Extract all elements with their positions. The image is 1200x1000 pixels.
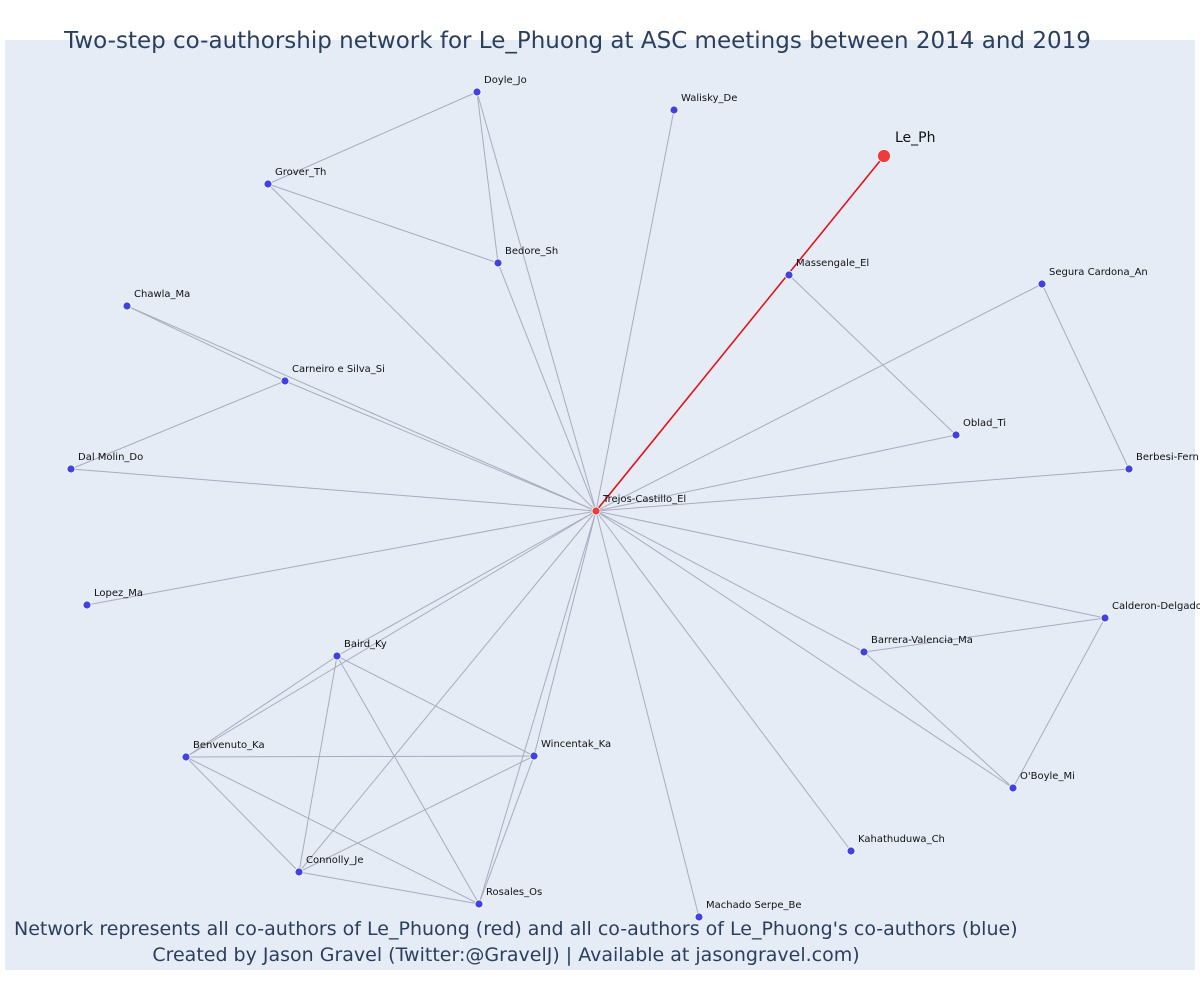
node-wincentak-ka[interactable] <box>529 751 539 761</box>
node-label-benvenuto-ka: Benvenuto_Ka <box>193 740 265 751</box>
node-benvenuto-ka[interactable] <box>181 752 191 762</box>
edge-trejos-castillo-el-chawla-ma <box>126 305 597 512</box>
edge-doyle-jo-grover-th <box>267 91 478 185</box>
edge-trejos-castillo-el-rosales-os <box>478 510 597 905</box>
edge-calderon-delgado-o-boyle-mi <box>1012 617 1106 789</box>
edge-trejos-castillo-el-segura-cardona-an <box>595 283 1043 512</box>
footer-description: Network represents all co-authors of Le_… <box>14 918 1018 940</box>
edge-benvenuto-ka-connolly-je <box>185 756 300 873</box>
node-baird-ky[interactable] <box>332 651 342 661</box>
node-rosales-os[interactable] <box>474 899 484 909</box>
node-label-kahathuduwa-ch: Kahathuduwa_Ch <box>858 834 945 845</box>
edge-trejos-castillo-el-doyle-jo <box>476 91 597 512</box>
edge-trejos-castillo-el-wincentak-ka <box>533 510 597 757</box>
edge-trejos-castillo-el-baird-ky <box>336 510 597 657</box>
edge-trejos-castillo-el-machado-serpe-be <box>595 510 700 918</box>
node-label-grover-th: Grover_Th <box>275 167 326 178</box>
node-dal-molin-do[interactable] <box>66 464 76 474</box>
edge-baird-ky-wincentak-ka <box>336 655 535 757</box>
page-title: Two-step co-authorship network for Le_Ph… <box>64 28 1091 54</box>
node-walisky-de[interactable] <box>669 105 679 115</box>
node-trejos-castillo-el[interactable] <box>591 506 601 516</box>
edge-wincentak-ka-connolly-je <box>298 755 535 873</box>
edge-baird-ky-benvenuto-ka <box>185 655 338 758</box>
edge-chawla-ma-carneiro-e-silva-si <box>126 305 286 382</box>
edge-trejos-castillo-el-benvenuto-ka <box>185 510 597 758</box>
node-label-walisky-de: Walisky_De <box>681 93 737 104</box>
node-grover-th[interactable] <box>263 179 273 189</box>
edge-baird-ky-connolly-je <box>298 655 338 873</box>
node-label-trejos-castillo-el: Trejos-Castillo_El <box>602 494 686 505</box>
node-o-boyle-mi[interactable] <box>1008 783 1018 793</box>
node-oblad-ti[interactable] <box>951 430 961 440</box>
edge-grover-th-bedore-sh <box>267 183 499 264</box>
edge-trejos-castillo-el-connolly-je <box>298 510 597 873</box>
edge-carneiro-e-silva-si-dal-molin-do <box>70 380 286 470</box>
edge-benvenuto-ka-rosales-os <box>185 756 480 905</box>
node-label-lopez-ma: Lopez_Ma <box>94 588 143 599</box>
node-label-dal-molin-do: Dal Molin_Do <box>78 452 143 463</box>
node-segura-cardona-an[interactable] <box>1037 279 1047 289</box>
edge-trejos-castillo-el-o-boyle-mi <box>595 510 1014 789</box>
node-label-wincentak-ka: Wincentak_Ka <box>541 739 611 750</box>
node-label-o-boyle-mi: O'Boyle_Mi <box>1020 771 1075 782</box>
node-label-rosales-os: Rosales_Os <box>486 887 542 898</box>
node-berbesi-fern[interactable] <box>1124 464 1134 474</box>
node-label-segura-cardona-an: Segura Cardona_An <box>1049 267 1148 278</box>
edge-trejos-castillo-el-dal-molin-do <box>70 468 597 512</box>
node-label-carneiro-e-silva-si: Carneiro e Silva_Si <box>292 364 385 375</box>
edge-trejos-castillo-el-walisky-de <box>595 109 675 512</box>
node-label-barrera-valencia-ma: Barrera-Valencia_Ma <box>871 635 973 646</box>
node-doyle-jo[interactable] <box>472 87 482 97</box>
footer-credit: Created by Jason Gravel (Twitter:@Gravel… <box>152 944 860 966</box>
node-label-baird-ky: Baird_Ky <box>344 639 387 650</box>
node-label-bedore-sh: Bedore_Sh <box>505 246 558 257</box>
edge-calderon-delgado-barrera-valencia-ma <box>863 617 1106 653</box>
node-bedore-sh[interactable] <box>493 258 503 268</box>
node-label-oblad-ti: Oblad_Ti <box>963 418 1006 429</box>
edge-trejos-castillo-el-barrera-valencia-ma <box>595 510 865 653</box>
edge-baird-ky-rosales-os <box>336 655 480 905</box>
node-label-doyle-jo: Doyle_Jo <box>484 75 527 86</box>
node-kahathuduwa-ch[interactable] <box>846 846 856 856</box>
node-label-le-ph: Le_Ph <box>895 130 935 146</box>
node-barrera-valencia-ma[interactable] <box>859 647 869 657</box>
node-massengale-el[interactable] <box>784 270 794 280</box>
node-label-massengale-el: Massengale_El <box>796 258 869 269</box>
edge-trejos-castillo-el-bedore-sh <box>497 262 597 512</box>
node-connolly-je[interactable] <box>294 867 304 877</box>
node-label-connolly-je: Connolly_Je <box>306 855 363 866</box>
node-chawla-ma[interactable] <box>122 301 132 311</box>
edge-connolly-je-rosales-os <box>298 871 480 905</box>
edge-benvenuto-ka-wincentak-ka <box>185 755 535 758</box>
node-label-machado-serpe-be: Machado Serpe_Be <box>706 900 802 911</box>
node-label-chawla-ma: Chawla_Ma <box>134 289 190 300</box>
edge-trejos-castillo-el-berbesi-fern <box>595 468 1130 512</box>
node-label-berbesi-fern: Berbesi-Fern <box>1136 452 1199 463</box>
edge-trejos-castillo-el-kahathuduwa-ch <box>595 510 852 852</box>
node-label-calderon-delgado: Calderon-Delgado <box>1112 601 1200 612</box>
edge-wincentak-ka-rosales-os <box>478 755 535 905</box>
node-machado-serpe-be[interactable] <box>694 912 704 922</box>
node-calderon-delgado[interactable] <box>1100 613 1110 623</box>
edge-segura-cardona-an-berbesi-fern <box>1041 283 1130 470</box>
edge-le-ph-trejos-castillo-el <box>595 155 885 512</box>
edge-trejos-castillo-el-grover-th <box>267 183 597 512</box>
node-le-ph[interactable] <box>877 149 891 163</box>
node-lopez-ma[interactable] <box>82 600 92 610</box>
edge-trejos-castillo-el-carneiro-e-silva-si <box>284 380 597 512</box>
edge-doyle-jo-bedore-sh <box>476 91 499 264</box>
edge-massengale-el-oblad-ti <box>788 274 957 436</box>
edge-trejos-castillo-el-lopez-ma <box>86 510 597 606</box>
edge-trejos-castillo-el-oblad-ti <box>595 434 957 512</box>
node-carneiro-e-silva-si[interactable] <box>280 376 290 386</box>
edge-barrera-valencia-ma-o-boyle-mi <box>863 651 1014 789</box>
edge-trejos-castillo-el-calderon-delgado <box>595 510 1106 619</box>
